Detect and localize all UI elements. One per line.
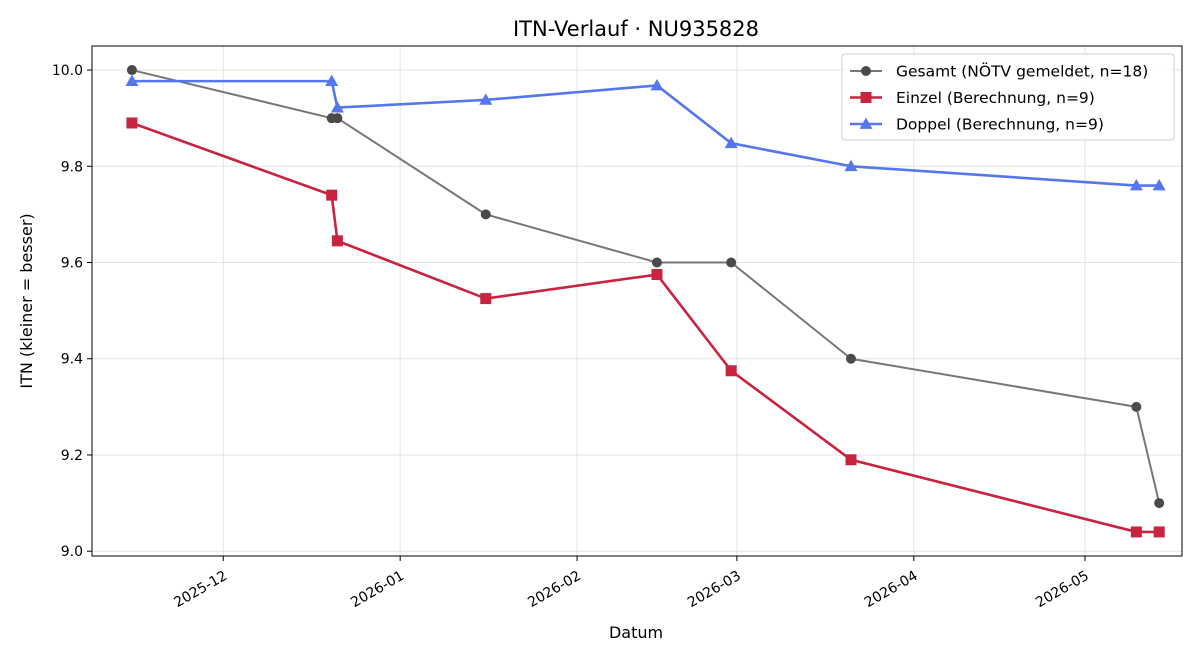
data-point — [330, 101, 344, 113]
chart-title: ITN-Verlauf · NU935828 — [513, 17, 759, 41]
y-tick-label: 9.8 — [61, 159, 83, 175]
data-point — [724, 136, 738, 149]
data-point — [479, 93, 493, 105]
legend: Gesamt (NÖTV gemeldet, n=18) Einzel (Bere… — [841, 53, 1175, 141]
legend-box — [841, 53, 1175, 141]
x-axis-title: Datum — [609, 623, 663, 642]
data-point — [725, 365, 737, 377]
data-point — [1153, 526, 1165, 538]
y-tick-label: 10.0 — [52, 63, 83, 79]
grid-lines — [92, 46, 1182, 556]
data-point — [651, 257, 662, 268]
legend-marker-swatch — [859, 117, 873, 129]
series-2 — [125, 74, 1166, 191]
data-point — [126, 65, 137, 76]
data-point — [1152, 179, 1166, 191]
y-tick-label: 9.0 — [61, 544, 83, 560]
y-tick-label: 9.2 — [61, 448, 83, 464]
series-0 — [126, 65, 1165, 509]
data-point — [845, 454, 857, 466]
y-axis: 9.0 9.2 9.4 9.6 9.8 10.0 — [52, 63, 92, 560]
data-point — [326, 189, 338, 201]
y-tick-label: 9.6 — [61, 256, 83, 272]
data-point — [332, 113, 343, 124]
legend-marker-swatch — [861, 66, 871, 76]
legend-entry: Einzel (Berechnung, n=9) — [850, 89, 1095, 107]
legend-label: Gesamt (NÖTV gemeldet, n=18) — [896, 62, 1148, 81]
data-point — [726, 257, 737, 268]
y-axis-title: ITN (kleiner = besser) — [17, 213, 36, 388]
data-point — [846, 353, 857, 364]
legend-label: Einzel (Berechnung, n=9) — [896, 89, 1095, 107]
data-point — [844, 159, 858, 172]
data-point — [1129, 179, 1143, 191]
data-point — [125, 74, 139, 86]
series-1 — [126, 117, 1165, 538]
legend-entry: Gesamt (NÖTV gemeldet, n=18) — [850, 62, 1148, 81]
plot-area-frame — [91, 45, 1183, 557]
y-tick-label: 9.4 — [61, 352, 83, 368]
data-point — [651, 269, 663, 281]
legend-marker-swatch — [860, 92, 872, 103]
data-series — [125, 65, 1166, 538]
legend-label: Doppel (Berechnung, n=9) — [896, 116, 1104, 134]
data-point — [480, 293, 492, 305]
data-point — [126, 117, 138, 129]
data-point — [650, 78, 664, 91]
data-point — [480, 209, 491, 220]
data-point — [1154, 498, 1165, 509]
data-point — [1131, 401, 1142, 412]
data-point — [331, 235, 343, 247]
legend-entry: Doppel (Berechnung, n=9) — [850, 116, 1104, 134]
data-point — [1130, 526, 1142, 538]
data-point — [325, 74, 339, 86]
